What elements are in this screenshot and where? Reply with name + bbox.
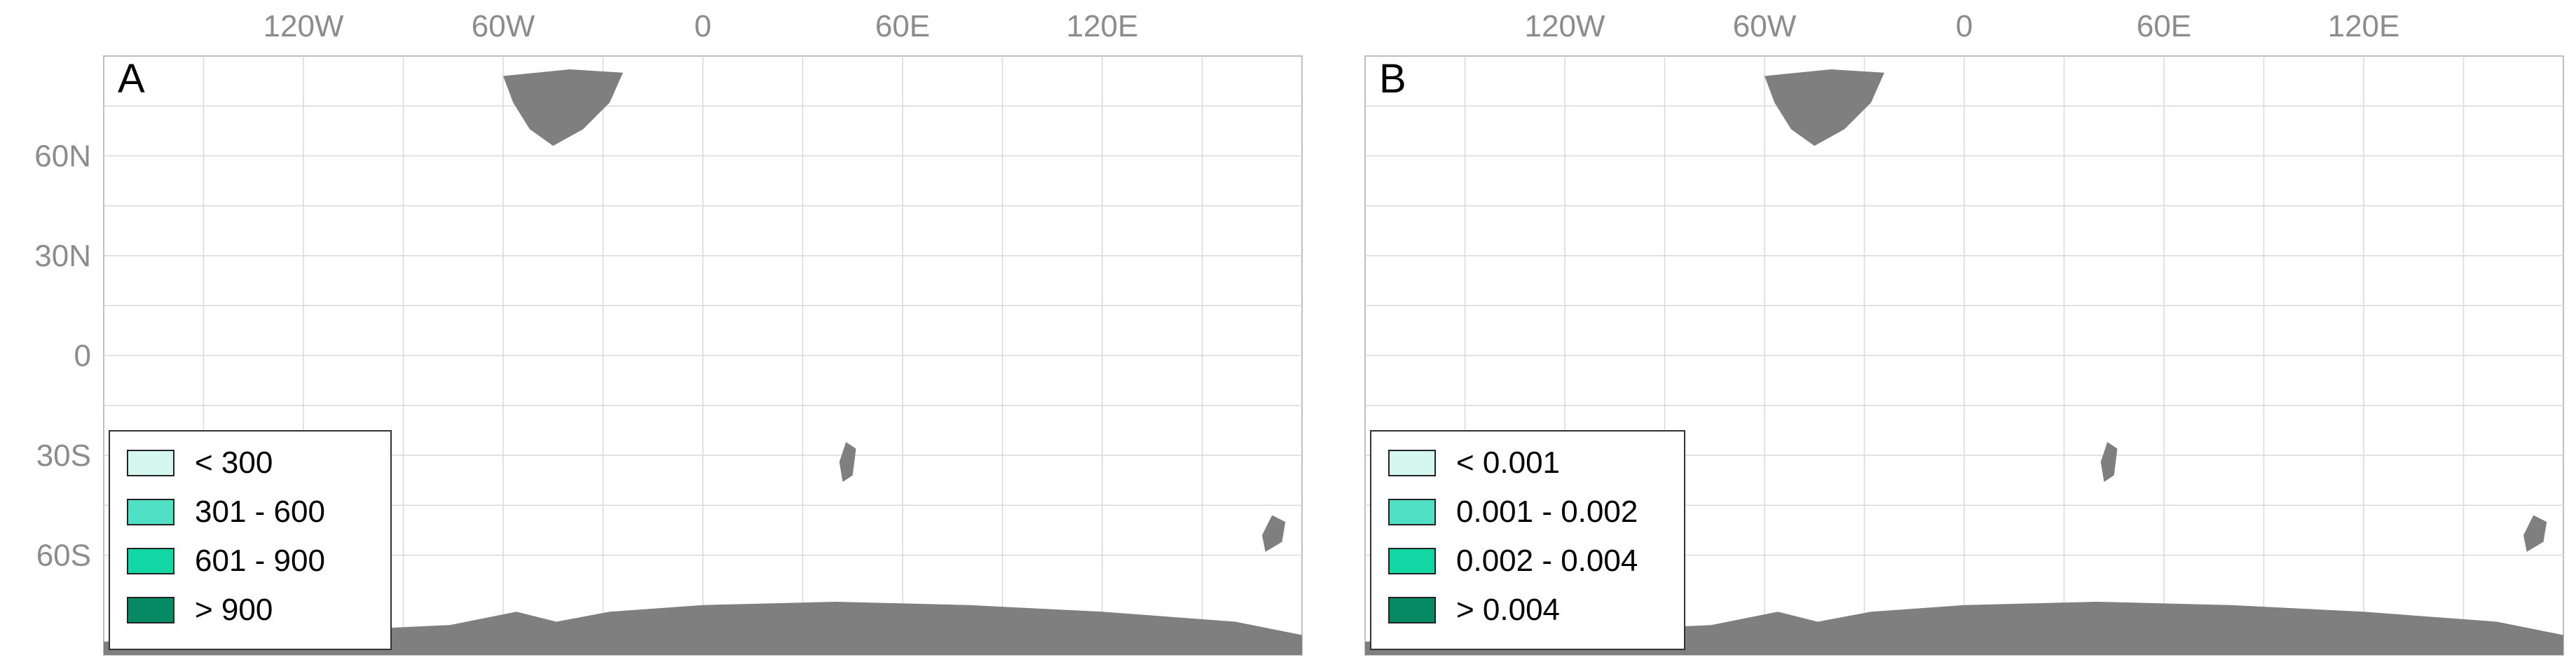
legend-swatch xyxy=(127,499,174,525)
legend-label: > 900 xyxy=(195,593,273,627)
panel-a: 120W 60W 0 60E 120E 60N 30N 0 30S 60S A < 300 301 - … xyxy=(34,9,1303,656)
legend-item: 301 - 600 xyxy=(127,495,325,529)
latitude-label: 0 xyxy=(74,339,91,373)
latitude-label: 30S xyxy=(36,439,91,473)
latitude-label: 30N xyxy=(34,239,91,273)
longitude-label: 60W xyxy=(472,9,535,43)
panel-letter: A xyxy=(118,56,145,102)
legend-swatch xyxy=(127,597,174,623)
longitude-label: 0 xyxy=(694,9,711,43)
legend-item: > 900 xyxy=(127,593,273,627)
longitude-label: 120W xyxy=(263,9,344,43)
legend-label: 601 - 900 xyxy=(195,544,325,578)
legend-label: < 300 xyxy=(195,446,273,480)
longitude-label: 60E xyxy=(875,9,930,43)
legend-item: 601 - 900 xyxy=(127,544,325,578)
latitude-label: 60N xyxy=(34,139,91,174)
legend-label: 301 - 600 xyxy=(195,495,325,529)
latitude-label: 60S xyxy=(36,539,91,573)
legend-swatch xyxy=(127,548,174,574)
legend-swatch xyxy=(127,450,174,476)
legend-item: < 300 xyxy=(127,446,273,480)
longitude-label: 120E xyxy=(1067,9,1139,43)
legend: < 300 301 - 600 601 - 900 > 900 xyxy=(109,430,392,650)
